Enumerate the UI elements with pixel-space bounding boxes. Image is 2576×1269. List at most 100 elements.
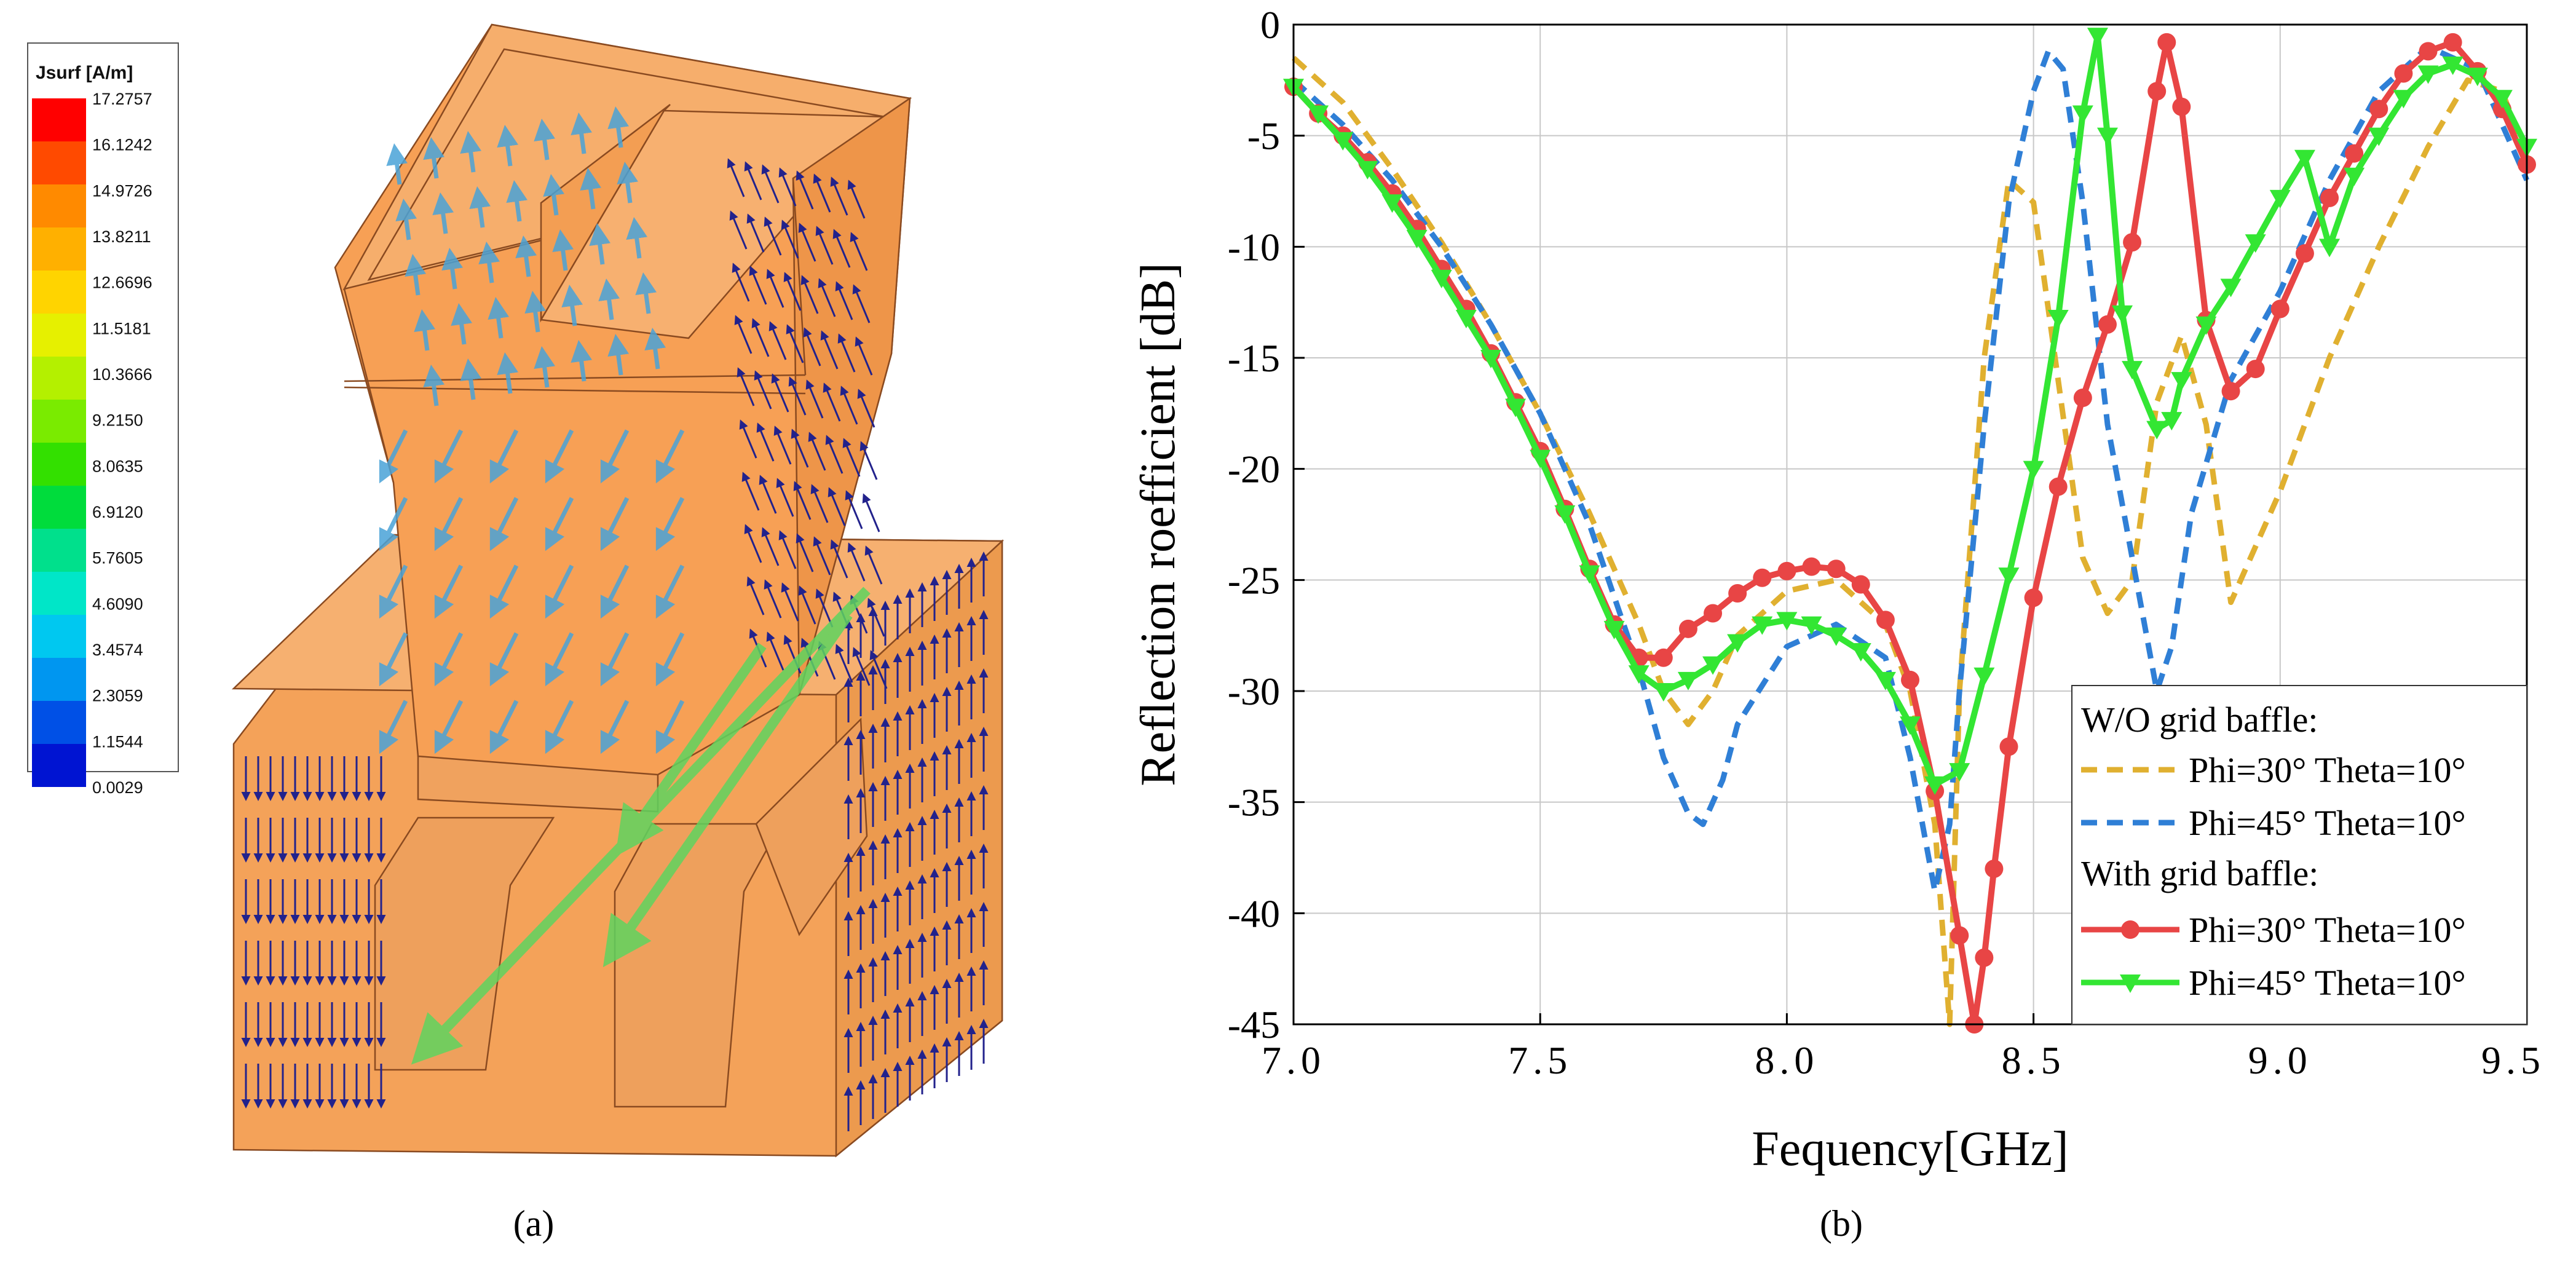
legend-label-3: Phi=30° Theta=10° <box>2189 910 2466 950</box>
arrow-dark <box>744 161 762 200</box>
arrow-light <box>386 143 408 185</box>
data-point <box>2195 316 2217 335</box>
arrow-dark <box>764 216 782 256</box>
arrow-dark <box>786 324 804 363</box>
arrow-dark <box>815 588 834 628</box>
data-point <box>1505 398 1527 417</box>
x-tick-label: 9.0 <box>2248 1038 2312 1082</box>
arrow-dark <box>808 432 826 471</box>
arrow-light <box>423 365 445 406</box>
colorbar-swatch <box>32 701 86 744</box>
legend-group-1: W/O grid baffle: <box>2081 700 2318 740</box>
legend-marker-4 <box>2120 974 2141 993</box>
data-point <box>1728 584 1747 603</box>
y-tick-label: -25 <box>1228 558 1280 602</box>
data-point <box>2147 82 2167 101</box>
colorbar-swatch <box>32 443 86 486</box>
colorbar-swatch <box>32 357 86 400</box>
data-point <box>2442 57 2463 76</box>
data-point <box>1530 449 1551 468</box>
data-point <box>2112 305 2133 324</box>
arrow-dark <box>776 478 794 517</box>
data-point <box>2245 234 2266 253</box>
data-point <box>2072 105 2093 124</box>
arrow-light <box>617 162 639 204</box>
arrow-light <box>488 297 510 339</box>
y-tick-label: -10 <box>1228 225 1280 269</box>
data-point <box>2087 28 2108 47</box>
arrow-light <box>434 564 464 619</box>
arrow-light <box>460 131 482 173</box>
data-point <box>1603 620 1625 639</box>
arrow-light <box>379 564 408 619</box>
y-tick-label: -40 <box>1228 891 1280 935</box>
series-1 <box>1291 44 2530 894</box>
data-point <box>1777 561 1796 580</box>
arrow-dark <box>825 435 844 474</box>
arrow-light <box>469 186 491 228</box>
arrow-light <box>395 199 417 240</box>
arrow-light <box>655 700 685 754</box>
x-tick-label: 8.0 <box>1755 1038 1819 1082</box>
arrow-dark <box>773 425 792 465</box>
legend-marker-3 <box>2121 920 2139 939</box>
colorbar-swatch <box>32 529 86 572</box>
arrow-light <box>379 632 408 687</box>
data-point <box>1704 604 1723 623</box>
arrow-light <box>515 235 537 277</box>
legend-group-2: With grid baffle: <box>2081 853 2318 893</box>
arrow-light <box>644 328 666 370</box>
arrow-dark <box>837 333 856 373</box>
arrow-light <box>506 180 528 222</box>
data-point <box>1357 160 1378 180</box>
arrow-dark <box>857 389 875 428</box>
arrow-light <box>580 168 602 210</box>
arrow-dark <box>818 278 836 317</box>
colorbar-tick-label: 0.0029 <box>92 778 143 797</box>
arrow-light <box>489 564 519 619</box>
panel-a: Jsurf [A/m] 17.2757 16.1242 14.9726 13.8211… <box>27 23 1005 1244</box>
data-point <box>2417 65 2439 84</box>
data-point <box>2393 90 2414 109</box>
arrow-light <box>589 223 611 265</box>
arrow-dark <box>734 315 753 354</box>
y-axis-ticks: 0 -5 -10 -15 -20 -25 -30 -35 -40 -45 <box>1228 3 1305 1046</box>
arrow-light <box>489 700 519 754</box>
plot-frame <box>1292 23 2528 1026</box>
arrow-dark <box>805 379 824 419</box>
arrow-dark <box>737 367 755 406</box>
arrow-dark <box>741 472 760 511</box>
data-point <box>1677 671 1699 690</box>
current-arrows <box>241 106 989 1131</box>
data-point <box>2295 244 2314 263</box>
colorbar-swatch <box>32 744 86 787</box>
y-tick-label: -20 <box>1228 448 1280 491</box>
arrow-light <box>434 632 464 687</box>
colorbar-tick-label: 11.5181 <box>92 319 151 338</box>
arrow-light <box>478 242 500 283</box>
colorbar-tick-label: 14.9726 <box>92 181 152 200</box>
arrow-dark <box>783 272 802 311</box>
data-point <box>2294 149 2315 168</box>
colorbar-labels: 17.2757 16.1242 14.9726 13.8211 12.6696 11.51… <box>92 90 152 797</box>
arrow-light <box>434 429 464 484</box>
data-point <box>1727 634 1748 653</box>
arrow-light <box>405 254 427 296</box>
data-point <box>2270 299 2290 318</box>
data-point <box>1973 667 1995 686</box>
arrow-dark <box>842 438 861 477</box>
arrow-dark <box>759 475 777 514</box>
arrow-light <box>607 106 630 148</box>
arrow-light <box>534 346 556 388</box>
data-point <box>1901 670 1919 689</box>
data-point <box>2098 315 2117 334</box>
x-tick-label: 9.5 <box>2481 1038 2545 1082</box>
arrow-light <box>441 248 464 290</box>
arrow-light <box>545 429 574 484</box>
data-point <box>2161 412 2183 431</box>
x-tick-label: 8.5 <box>2002 1038 2066 1082</box>
arrow-dark <box>746 576 765 615</box>
data-point <box>2221 382 2240 401</box>
data-point <box>2368 127 2390 146</box>
data-point <box>2246 360 2265 379</box>
